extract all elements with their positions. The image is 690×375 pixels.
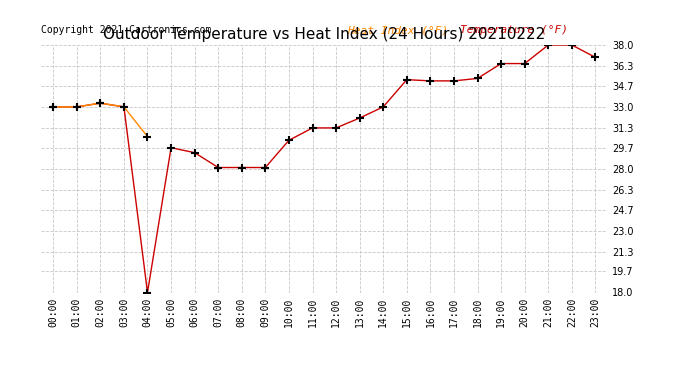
- Text: Heat Index (°F): Heat Index (°F): [347, 25, 455, 35]
- Text: Copyright 2021 Cartronics.com: Copyright 2021 Cartronics.com: [41, 25, 212, 35]
- Title: Outdoor Temperature vs Heat Index (24 Hours) 20210222: Outdoor Temperature vs Heat Index (24 Ho…: [104, 27, 545, 42]
- Text: Temperature (°F): Temperature (°F): [460, 25, 568, 35]
